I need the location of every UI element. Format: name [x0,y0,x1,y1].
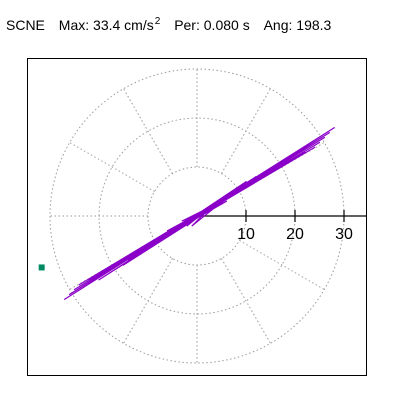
trace-point [206,210,208,212]
trace-point [314,146,316,148]
trace-point [284,161,286,163]
trace-point [225,195,227,197]
station-code: SCNE [6,17,45,33]
trace-point [186,225,188,227]
polar-grid-spoke [221,258,271,344]
trace-point [201,215,203,217]
trace-point [181,225,183,227]
max-exponent: 2 [154,16,161,27]
trace-point [157,239,159,242]
polar-grid-spoke [123,88,173,174]
polar-grid-spoke [123,258,173,344]
trace-point [211,205,213,207]
trace-point [176,225,178,227]
trace-point [235,190,237,193]
trace-point [186,220,188,222]
polar-grid-spoke [221,88,271,174]
trace-point [108,269,110,271]
trace-point [230,195,232,197]
trace-point [98,279,100,281]
trace-point [171,230,174,232]
period-value: 0.080 s [203,17,250,33]
trace-line [64,127,335,300]
polar-grid-spoke [239,240,325,290]
max-value: 33.4 cm/s [93,17,154,33]
angle-label: Ang: [263,17,293,33]
trace-point [167,230,169,232]
trace-point [265,171,267,173]
trace-point [162,235,164,237]
polar-grid-spoke [69,142,155,192]
max-label: Max: [58,17,90,33]
period-label: Per: [174,17,200,33]
trace-point [294,156,296,158]
trace-point [69,293,71,295]
trace-point [196,215,198,217]
trace-point [181,220,183,222]
radial-tick-label: 10 [237,226,255,243]
trace-point [255,176,257,178]
trace-point [225,200,227,202]
peak-marker [38,264,45,271]
trace-point [304,146,306,148]
trace-point [323,137,325,139]
trace-point [274,166,276,168]
trace-point [201,210,203,212]
trace-point [167,235,169,237]
trace-point [245,181,247,183]
trace-point [220,200,223,202]
trace-point [147,244,149,246]
polar-plot-frame: 10 20 30 [27,58,367,376]
trace-point [118,264,120,266]
polar-plot: 10 20 30 [38,68,366,364]
trace-point [240,186,242,188]
trace-point [73,288,76,291]
trace-point [78,284,80,286]
trace-point [191,225,193,227]
trace-point [304,151,306,153]
trace-point [88,279,90,281]
trace-point [122,264,125,266]
trace-point [333,127,335,129]
radial-tick-label: 30 [335,226,353,243]
trace-point [318,141,321,144]
radial-tick-label: 20 [286,226,304,243]
angle-value: 198.3 [296,17,332,33]
trace-point [64,298,66,300]
trace-point [98,274,100,276]
trace-point [216,205,218,207]
plot-header: SCNE Max: 33.4 cm/s2 Per: 0.080 s Ang: 1… [6,14,400,36]
trace-point [328,132,330,134]
trace-point [191,220,193,222]
trace-point [127,259,129,261]
trace-point [137,254,139,256]
